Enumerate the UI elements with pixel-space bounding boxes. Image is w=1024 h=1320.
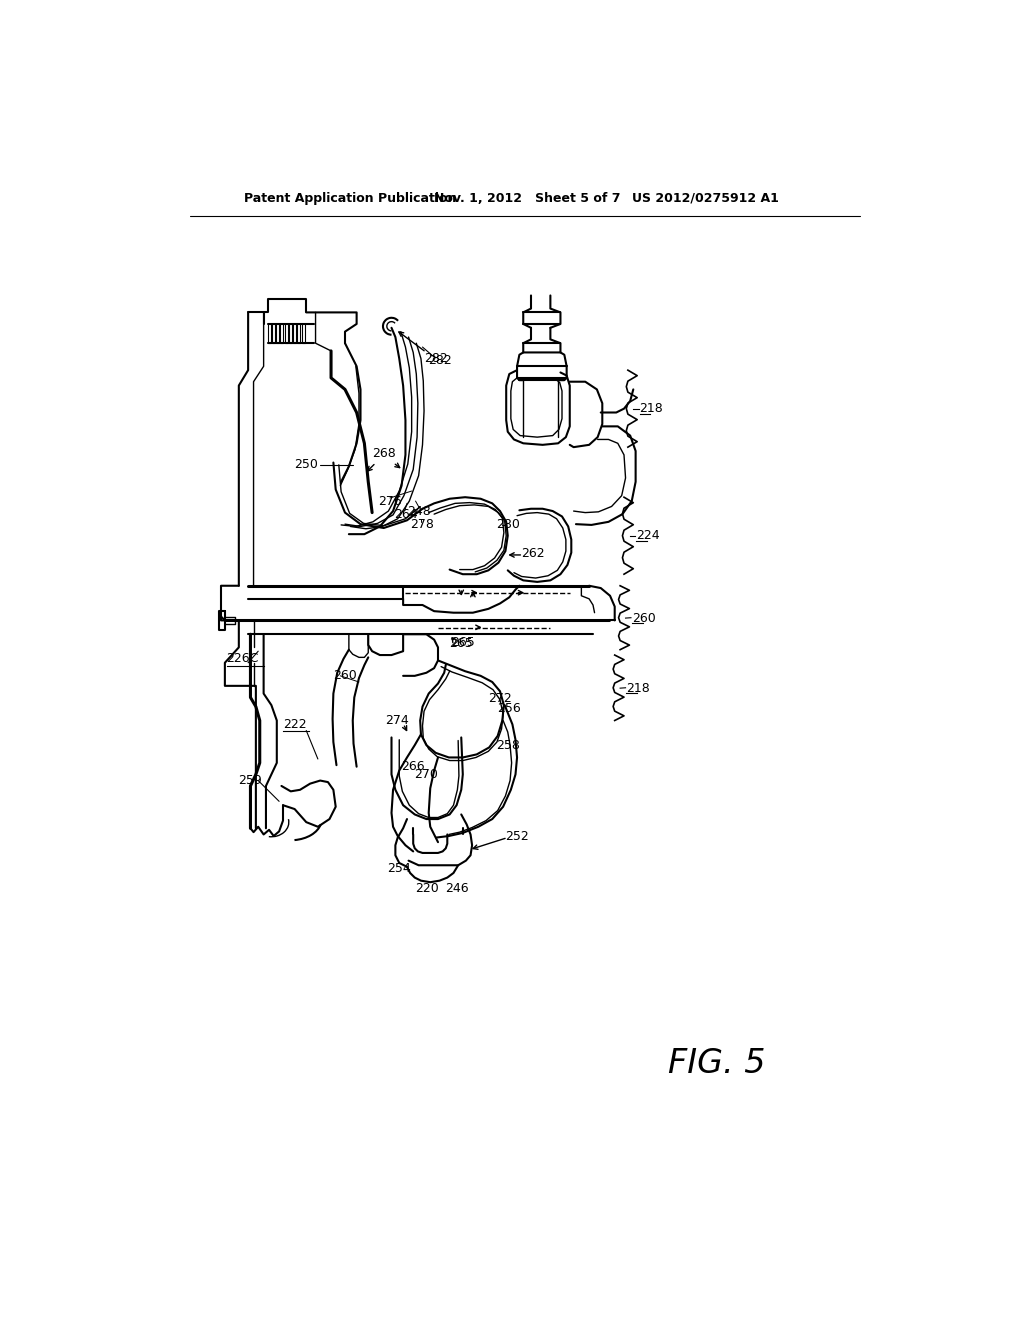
Text: 258: 258 [496,739,520,751]
Text: 278: 278 [411,519,434,532]
Text: 260: 260 [333,669,357,682]
Text: 274: 274 [385,714,409,727]
Text: 268: 268 [372,446,395,459]
Text: 252: 252 [505,829,529,842]
Text: 260: 260 [632,611,655,624]
Text: 272: 272 [488,693,512,705]
Text: 259: 259 [239,774,262,787]
Text: 282: 282 [428,354,452,367]
Text: 224: 224 [636,529,660,543]
Text: Patent Application Publication: Patent Application Publication [245,191,457,205]
Text: 218: 218 [640,403,664,416]
Text: FIG. 5: FIG. 5 [669,1047,766,1080]
Text: 266: 266 [401,760,425,774]
Text: 262: 262 [521,546,545,560]
Text: 220: 220 [416,882,439,895]
Text: 250: 250 [294,458,318,471]
Text: 248: 248 [408,504,431,517]
Text: 246: 246 [445,882,469,895]
Text: 265: 265 [450,638,473,649]
Text: 256: 256 [498,702,521,715]
Text: 280: 280 [496,519,520,532]
Text: 264: 264 [393,508,417,520]
Text: 265: 265 [451,636,475,649]
Text: 276: 276 [378,495,401,508]
Text: 218: 218 [627,681,650,694]
Text: Nov. 1, 2012   Sheet 5 of 7: Nov. 1, 2012 Sheet 5 of 7 [434,191,621,205]
Text: 282: 282 [424,352,447,366]
Text: 254: 254 [387,862,411,875]
Text: US 2012/0275912 A1: US 2012/0275912 A1 [632,191,778,205]
Text: 270: 270 [415,768,438,781]
Text: 226C: 226C [226,652,259,665]
Text: 222: 222 [283,718,306,731]
